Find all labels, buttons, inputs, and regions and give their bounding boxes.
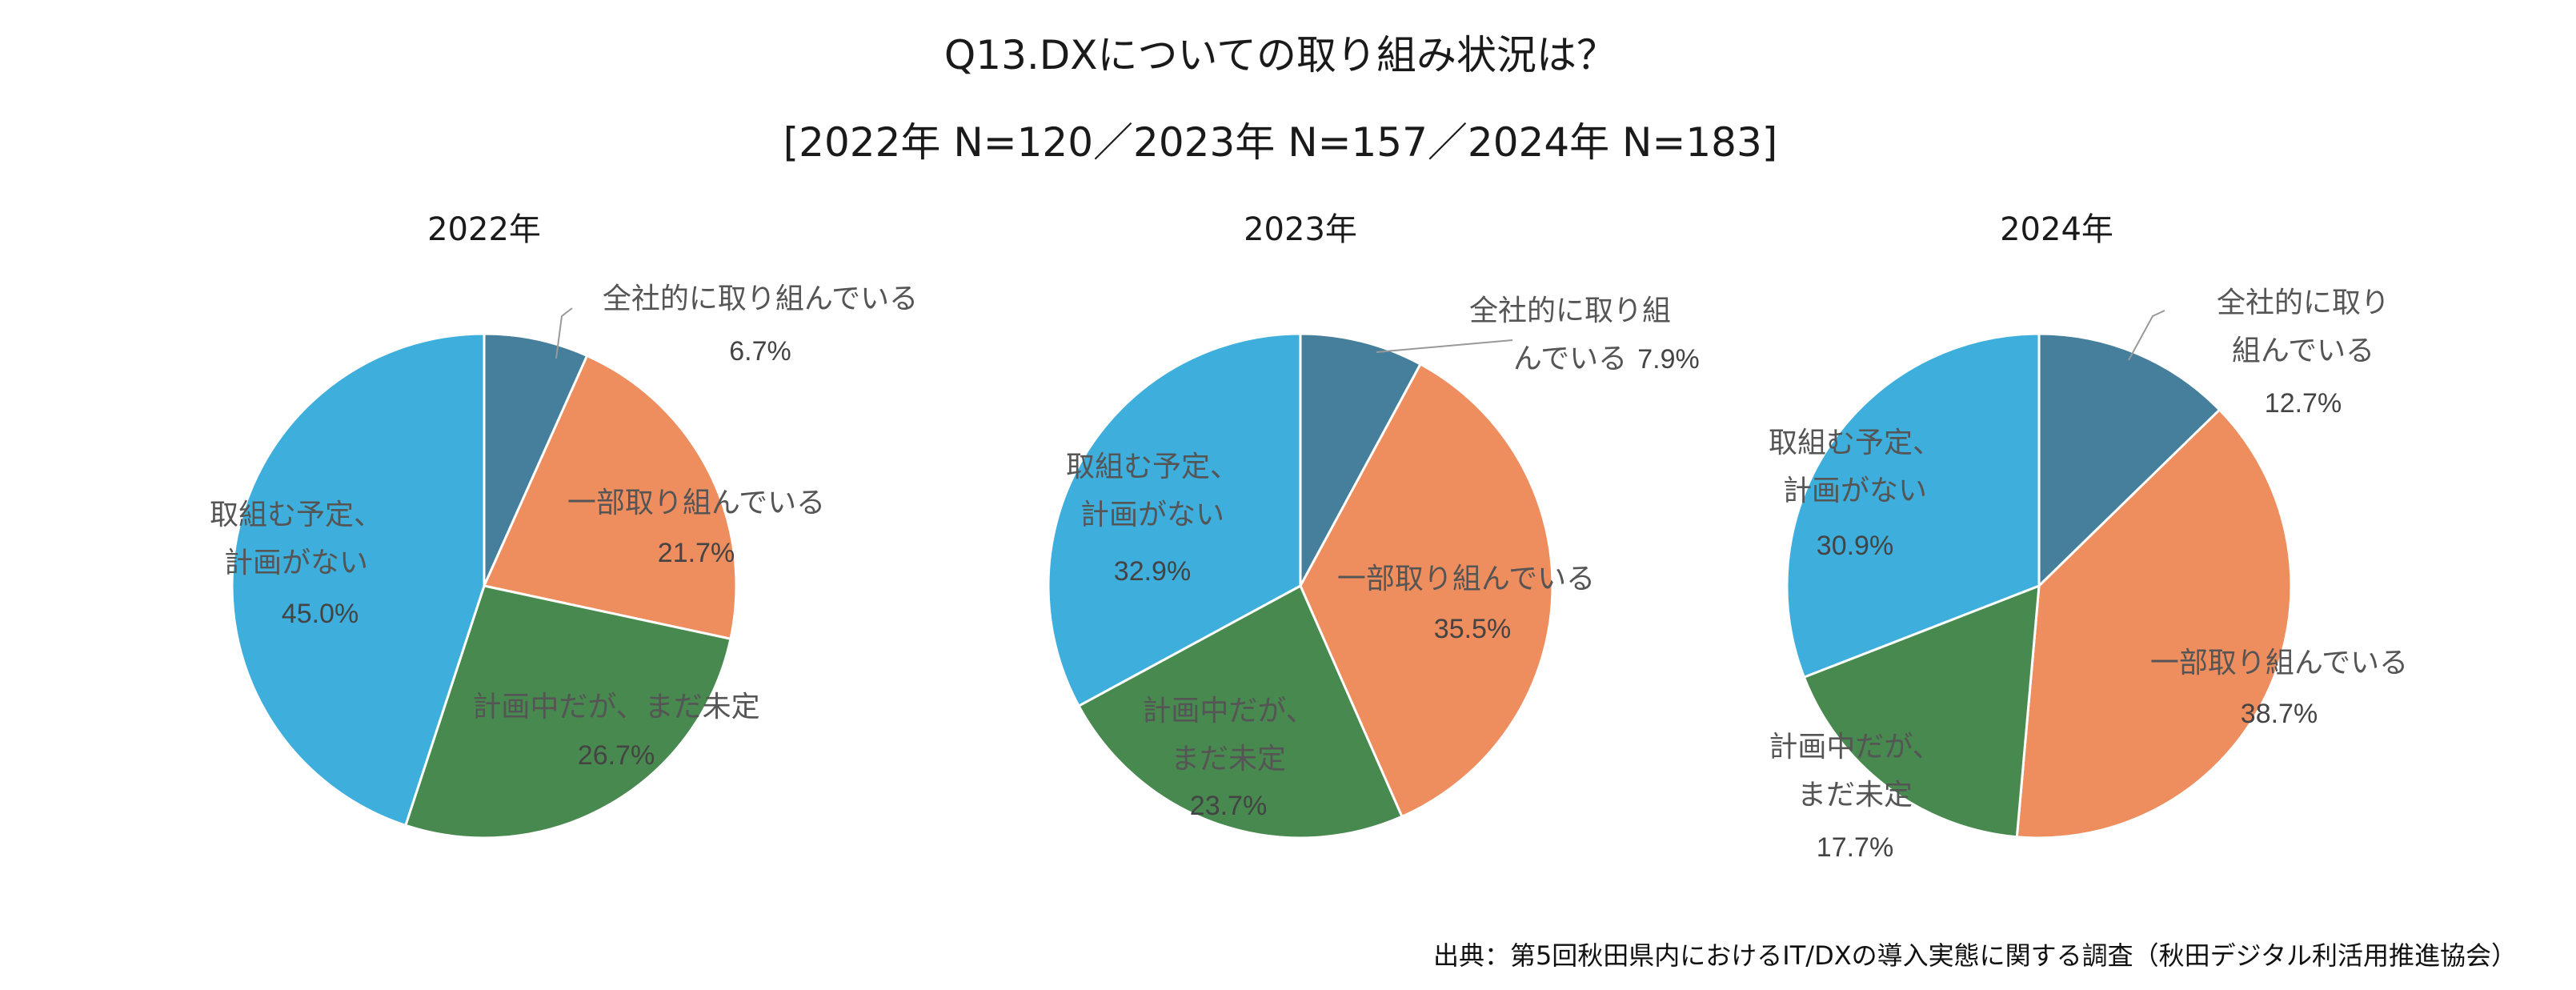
slice-value-label: 12.7%: [2265, 388, 2342, 419]
slice-value-label: 32.9%: [1114, 556, 1191, 587]
slice-value-label: 30.9%: [1817, 531, 1893, 561]
slice-no-plan: [1047, 332, 1302, 708]
slice-all-company: [2037, 332, 2221, 589]
slice-value-label: 6.7%: [729, 336, 791, 367]
leader-line: [555, 307, 573, 359]
slice-value-label: 26.7%: [578, 740, 655, 771]
slice-category-label: 計画中だが、まだ未定: [1142, 695, 1314, 776]
slice-planning: [1802, 583, 2041, 839]
slice-partial: [2015, 407, 2293, 840]
chart-title: 2024年: [2000, 211, 2113, 248]
slice-category-label: 取組む予定、計画がない: [1066, 451, 1239, 531]
source-note: 出典：第5回秋田県内におけるIT/DXの導入実態に関する調査（秋田デジタル利活用…: [1433, 940, 2517, 971]
slice-category-label: 計画中だが、まだ未定: [1769, 731, 1941, 812]
slice-category-label: 一部取り組んでいる: [1337, 563, 1595, 595]
slice-category-label: 取組む予定、計画がない: [1769, 427, 1941, 507]
slice-value-label: 38.7%: [2241, 699, 2318, 729]
chart-title: 2023年: [1244, 211, 1357, 248]
slice-value-label: 21.7%: [658, 538, 735, 568]
slice-all-company: [483, 332, 589, 587]
slice-value-label: 7.9%: [1637, 344, 1700, 375]
slice-partial: [1299, 362, 1554, 819]
slice-category-label: 全社的に取り組んでいる: [1469, 295, 1671, 375]
leader-line: [2128, 310, 2165, 361]
slice-category-label: 全社的に取り組んでいる: [2217, 287, 2390, 367]
slice-category-label: 一部取り組んでいる: [2150, 647, 2408, 679]
slice-value-label: 35.5%: [1434, 614, 1511, 644]
slice-all-company: [1299, 332, 1423, 587]
slice-partial: [482, 354, 738, 641]
slice-category-label: 取組む予定、計画がない: [210, 499, 383, 579]
slice-planning: [403, 584, 732, 840]
slice-category-label: 一部取り組んでいる: [567, 487, 825, 519]
slice-category-label: 計画中だが、まだ未定: [472, 691, 759, 723]
slice-category-label: 全社的に取り組んでいる: [603, 283, 918, 315]
slice-value-label: 45.0%: [282, 599, 359, 629]
slice-no-plan: [230, 332, 486, 828]
slice-planning: [1076, 583, 1404, 840]
slice-value-label: 23.7%: [1190, 791, 1267, 821]
main-subtitle: [2022年 N=120／2023年 N=157／2024年 N=183]: [783, 119, 1778, 166]
slice-no-plan: [1785, 332, 2041, 679]
main-title: Q13.DXについての取り組み状況は？: [944, 32, 1617, 78]
chart-title: 2022年: [427, 211, 541, 248]
slice-value-label: 17.7%: [1817, 832, 1893, 863]
leader-line: [1376, 339, 1513, 353]
